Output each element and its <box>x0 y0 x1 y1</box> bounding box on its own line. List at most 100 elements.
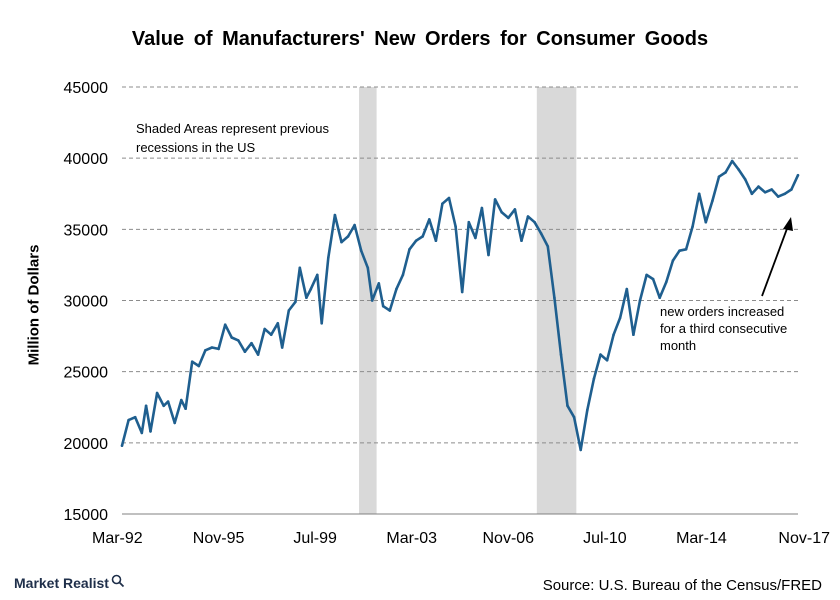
data-point <box>757 185 760 188</box>
x-tick-label: Mar-92 <box>92 530 143 547</box>
data-point <box>586 408 589 412</box>
data-point <box>665 280 668 284</box>
data-point <box>691 225 694 228</box>
y-tick-label: 20000 <box>64 436 109 453</box>
data-point <box>526 215 530 218</box>
data-point <box>737 168 740 171</box>
data-point <box>395 287 398 291</box>
data-point <box>230 336 233 339</box>
data-point <box>269 333 273 337</box>
data-point <box>612 333 615 337</box>
data-point <box>638 299 642 302</box>
data-point <box>697 192 701 196</box>
data-point <box>217 347 220 351</box>
data-point <box>678 249 681 252</box>
data-point <box>320 322 324 325</box>
line-chart: 15000 20000 25000 30000 35000 40000 45000 Mar-… <box>64 80 831 547</box>
data-point <box>790 188 793 191</box>
data-point <box>223 323 227 327</box>
data-point <box>173 421 176 425</box>
data-point <box>507 216 510 220</box>
annotation-arrow <box>761 217 793 297</box>
gridlines <box>122 86 798 444</box>
data-point <box>651 277 655 281</box>
data-point <box>370 299 374 302</box>
data-point <box>316 273 319 277</box>
data-point <box>671 259 675 262</box>
x-tick-label: Nov-06 <box>482 530 534 547</box>
data-point <box>658 296 661 300</box>
data-point <box>166 400 170 403</box>
data-point <box>618 316 622 319</box>
data-point <box>546 245 550 248</box>
y-tick-label: 15000 <box>64 507 109 524</box>
brand-logo: Market Realist <box>14 574 125 591</box>
data-point <box>599 353 602 356</box>
data-point <box>294 300 297 304</box>
data-point <box>280 346 284 349</box>
x-axis-ticks: Mar-92 Nov-95 Jul-99 Mar-03 Nov-06 Jul-10 Mar-… <box>92 530 830 547</box>
data-point <box>539 232 543 235</box>
data-point <box>414 239 418 242</box>
data-point <box>120 444 124 448</box>
data-point <box>243 350 247 354</box>
data-point <box>500 211 504 214</box>
data-point <box>579 448 582 452</box>
data-point <box>467 220 471 224</box>
data-point <box>237 339 240 342</box>
data-point <box>190 360 194 364</box>
data-point <box>204 349 207 352</box>
data-point <box>454 225 457 228</box>
data-point <box>566 404 569 408</box>
x-tick-label: Nov-17 <box>778 530 830 547</box>
brand-name: Market Realist <box>14 574 109 591</box>
y-axis-ticks: 15000 20000 25000 30000 35000 40000 45000 <box>64 80 109 524</box>
data-point <box>625 287 629 291</box>
data-point <box>381 304 385 308</box>
data-point <box>724 171 727 174</box>
data-point <box>162 404 165 408</box>
data-point <box>184 407 187 411</box>
data-point <box>210 346 214 349</box>
magnifier-icon <box>111 574 125 591</box>
data-point <box>140 431 144 435</box>
x-tick-label: Nov-95 <box>193 530 245 547</box>
data-point <box>327 256 330 260</box>
y-tick-label: 25000 <box>64 365 109 382</box>
data-point <box>520 239 523 242</box>
data-point <box>717 175 721 178</box>
x-tick-label: Jul-99 <box>293 530 337 547</box>
data-point <box>377 282 381 285</box>
data-point <box>408 248 411 251</box>
data-point <box>447 196 451 200</box>
y-tick-label: 45000 <box>64 80 109 97</box>
data-point <box>401 273 405 277</box>
data-point <box>763 191 767 194</box>
data-point <box>704 220 708 224</box>
data-point <box>388 309 392 312</box>
y-tick-label: 35000 <box>64 222 109 239</box>
data-point <box>127 418 130 422</box>
data-point <box>711 199 714 203</box>
data-point <box>796 173 800 177</box>
data-points <box>120 159 800 452</box>
data-point <box>144 404 148 408</box>
data-point <box>572 415 576 419</box>
data-point <box>359 249 363 252</box>
data-point <box>487 253 490 257</box>
data-point <box>340 240 343 244</box>
data-point <box>309 287 313 291</box>
data-point <box>256 353 260 356</box>
x-tick-label: Mar-14 <box>676 530 727 547</box>
data-point <box>776 195 780 198</box>
data-point <box>645 273 648 277</box>
data-point <box>559 353 563 356</box>
data-point <box>480 206 484 210</box>
data-point <box>783 192 787 196</box>
chart-title: Value of Manufacturers' New Orders for C… <box>131 28 709 50</box>
data-point <box>474 236 477 240</box>
data-point <box>632 333 635 337</box>
data-point <box>513 208 517 211</box>
data-point <box>460 290 464 294</box>
data-point <box>346 235 350 238</box>
